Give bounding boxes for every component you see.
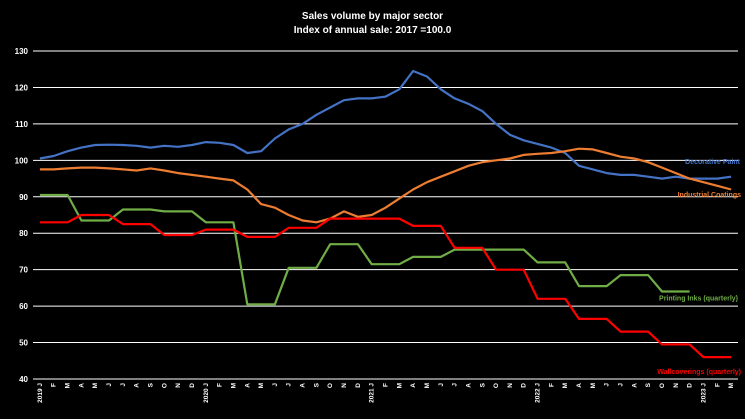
x-tick-label: J: [272, 383, 279, 387]
y-tick-40: 40: [19, 375, 28, 384]
y-tick-100: 100: [15, 156, 29, 165]
x-tick-label: 2021 J: [369, 383, 376, 403]
y-tick-90: 90: [19, 193, 28, 202]
x-tick-label: A: [78, 383, 85, 388]
series-label-2: Printing Inks (quarterly): [659, 296, 738, 303]
series-line-0: [39, 69, 732, 180]
x-tick-label: F: [548, 383, 555, 387]
x-tick-label: S: [479, 382, 486, 387]
x-tick-label: 2020 J: [203, 383, 210, 403]
x-tick-label: M: [92, 383, 99, 388]
x-tick-label: S: [148, 382, 155, 387]
x-tick-label: O: [659, 383, 666, 388]
x-tick-label: N: [175, 383, 182, 388]
series-label-1: Industrial Coatings: [678, 192, 742, 199]
x-tick-label: N: [507, 383, 514, 388]
x-tick-label: 2019 J: [37, 383, 44, 403]
x-tick-label: D: [687, 383, 694, 388]
series-label-0: Decorative Paint: [685, 159, 741, 166]
x-tick-label: O: [161, 383, 168, 388]
x-tick-label: J: [120, 383, 127, 387]
x-tick-label: J: [618, 383, 625, 387]
y-tick-70: 70: [19, 266, 28, 275]
x-tick-label: J: [106, 383, 113, 387]
x-tick-label: N: [341, 383, 348, 388]
x-tick-label: J: [452, 383, 459, 387]
series-line-2: [39, 193, 690, 306]
x-tick-label: F: [383, 383, 390, 387]
y-tick-120: 120: [15, 83, 29, 92]
x-tick-label: M: [65, 383, 72, 388]
x-tick-label: M: [728, 383, 735, 388]
x-tick-label: F: [714, 383, 721, 387]
x-tick-label: M: [424, 383, 431, 388]
series-label-3: Wallcoverings (quarterly): [657, 369, 741, 376]
gridlines: [33, 50, 738, 380]
series-line-1: [39, 147, 732, 224]
x-tick-label: D: [189, 383, 196, 388]
y-tick-80: 80: [19, 229, 28, 238]
x-tick-label: M: [590, 383, 597, 388]
x-tick-label: A: [244, 383, 251, 388]
x-tick-label: A: [631, 383, 638, 388]
x-tick-label: 2023 J: [700, 383, 707, 403]
chart-title-block: Sales volume by major sector Index of an…: [0, 10, 745, 38]
series-labels: Decorative Paint Industrial Coatings Print…: [657, 159, 741, 376]
y-tick-50: 50: [19, 339, 28, 348]
x-tick-label: M: [396, 383, 403, 388]
x-tick-label: O: [493, 383, 500, 388]
x-tick-label: A: [410, 383, 417, 388]
x-tick-label: D: [355, 383, 362, 388]
series-line-3: [39, 213, 732, 359]
x-tick-label: A: [576, 383, 583, 388]
x-tick-label: 2022 J: [535, 383, 542, 403]
x-tick-label: S: [313, 382, 320, 387]
x-axis-ticks: 2019 J F M A M J J A S O N D 2020 J F M A M J J A S O N D 2021 J…: [37, 382, 735, 403]
x-tick-label: J: [286, 383, 293, 387]
chart-subtitle: Index of annual sale: 2017 =100.0: [293, 25, 452, 36]
chart-title: Sales volume by major sector: [301, 11, 444, 22]
x-tick-label: F: [51, 383, 58, 387]
x-tick-label: M: [258, 383, 265, 388]
x-tick-label: A: [465, 383, 472, 388]
y-tick-60: 60: [19, 302, 28, 311]
x-tick-label: F: [217, 383, 224, 387]
series-lines: [39, 69, 732, 359]
x-tick-label: O: [327, 383, 334, 388]
x-tick-label: M: [562, 383, 569, 388]
x-tick-label: J: [604, 383, 611, 387]
x-tick-label: A: [134, 383, 141, 388]
x-tick-label: S: [645, 382, 652, 387]
x-tick-label: D: [521, 383, 528, 388]
y-tick-130: 130: [15, 47, 29, 56]
x-tick-label: N: [673, 383, 680, 388]
y-axis-ticks: 40 50 60 70 80 90 100 110 120 130: [15, 47, 29, 384]
x-tick-label: M: [230, 383, 237, 388]
y-tick-110: 110: [15, 120, 28, 129]
x-tick-label: J: [438, 383, 445, 387]
x-tick-label: A: [300, 383, 307, 388]
